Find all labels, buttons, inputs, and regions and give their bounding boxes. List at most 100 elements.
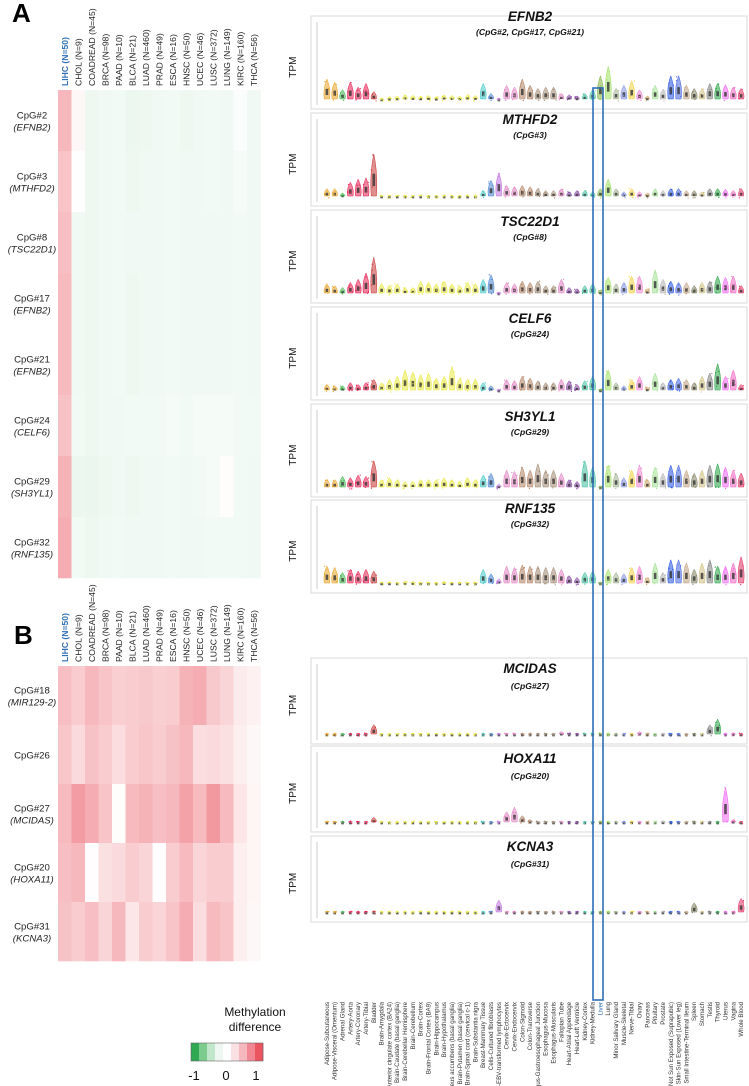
violin-box — [474, 385, 477, 389]
tissue-label: Brain-Anterior cingulate cortex (BA24) — [386, 1002, 393, 1086]
violin-point — [474, 382, 476, 384]
violin-point — [553, 97, 555, 99]
violin-point — [590, 385, 592, 387]
heatmap-cell — [98, 273, 113, 335]
row-label-gene: (HOXA11) — [10, 875, 54, 886]
violin-box — [356, 93, 360, 98]
violin-point — [655, 487, 658, 489]
violin-point — [381, 911, 383, 913]
violin-box — [708, 822, 712, 825]
column-label: BRCA (N=98) — [100, 610, 110, 662]
violin-point — [616, 578, 618, 580]
violin-point — [348, 287, 350, 289]
heatmap-cell — [58, 151, 72, 213]
violin-point — [654, 272, 656, 274]
heatmap-cell — [206, 212, 221, 274]
violin-box — [544, 289, 548, 293]
violin-point — [349, 821, 351, 823]
violin-point — [568, 485, 570, 487]
violin-point — [388, 481, 390, 483]
violin-box — [528, 288, 532, 292]
violin-point — [445, 482, 448, 484]
violin-box — [560, 822, 563, 825]
tissue-label: Heart-Atrial Appendage — [566, 1001, 573, 1065]
violin — [738, 188, 745, 197]
violin — [472, 378, 479, 391]
y-axis-label: TPM — [288, 873, 299, 894]
violin — [714, 275, 721, 294]
violin-point — [404, 582, 406, 584]
violin — [737, 472, 745, 488]
heatmap-cell — [58, 517, 72, 579]
violin-point — [512, 99, 514, 101]
violin-point — [601, 821, 603, 823]
violin-point — [714, 371, 717, 374]
violin-point — [723, 470, 726, 472]
violin-point — [406, 580, 408, 583]
violin-point — [590, 911, 593, 913]
violin-point — [694, 732, 696, 735]
tissue-label: Stomach — [699, 1002, 706, 1026]
violin-point — [725, 568, 727, 570]
liver-highlight-box — [592, 87, 604, 1001]
violin-point — [646, 732, 648, 734]
violin — [354, 570, 362, 584]
violin-point — [555, 286, 557, 289]
violin — [722, 565, 729, 584]
violin-point — [419, 911, 421, 913]
violin-point — [449, 98, 451, 100]
violin-point — [387, 197, 389, 199]
violin-point — [496, 820, 498, 822]
row-label-cpg: CpG#21 — [14, 355, 50, 366]
violin-box — [435, 384, 438, 389]
violin-box — [544, 734, 548, 737]
violin-point — [598, 290, 600, 292]
violin-box — [333, 734, 337, 737]
violin-point — [738, 98, 740, 100]
violin-point — [632, 382, 634, 384]
violin-point — [362, 481, 365, 483]
violin-point — [591, 195, 593, 197]
violin — [542, 382, 549, 391]
tissue-label: Brain-Spinal cord (cervical c-1) — [465, 1002, 472, 1085]
violin-box — [708, 192, 712, 196]
violin-point — [742, 565, 744, 567]
violin-point — [466, 912, 468, 914]
violin-point — [520, 189, 522, 192]
violin-point — [507, 573, 510, 575]
heatmap-cell — [71, 902, 86, 962]
violin-box — [372, 729, 376, 733]
tissue-label: Adrenal Gland — [340, 1002, 347, 1041]
tissue-label: Breast-Mammary Tissue — [480, 1001, 487, 1068]
violin-point — [507, 815, 509, 817]
violin-point — [521, 733, 524, 735]
violin-point — [389, 293, 391, 295]
violin-point — [335, 291, 338, 293]
violin-point — [357, 579, 359, 582]
violin-point — [715, 486, 717, 488]
violin-box — [669, 822, 673, 825]
violin-point — [723, 100, 725, 102]
violin-point — [489, 577, 491, 580]
violin-point — [547, 94, 549, 97]
heatmap-cell — [233, 725, 248, 785]
violin-point — [691, 912, 693, 914]
violin-point — [514, 811, 516, 814]
heatmap-cell — [166, 334, 180, 396]
violin — [362, 82, 370, 100]
violin-box — [653, 281, 657, 289]
violin — [652, 820, 658, 823]
violin-point — [724, 487, 727, 489]
violin-point — [343, 480, 345, 482]
violin-point — [700, 380, 703, 382]
violin-point — [412, 383, 414, 385]
heatmap-cell — [85, 456, 99, 518]
violin-point — [343, 733, 345, 735]
violin-point — [715, 292, 718, 294]
violin-point — [512, 912, 514, 914]
violin-point — [609, 87, 611, 89]
violin-point — [622, 911, 625, 913]
violin-point — [420, 584, 422, 586]
violin-point — [332, 734, 334, 736]
